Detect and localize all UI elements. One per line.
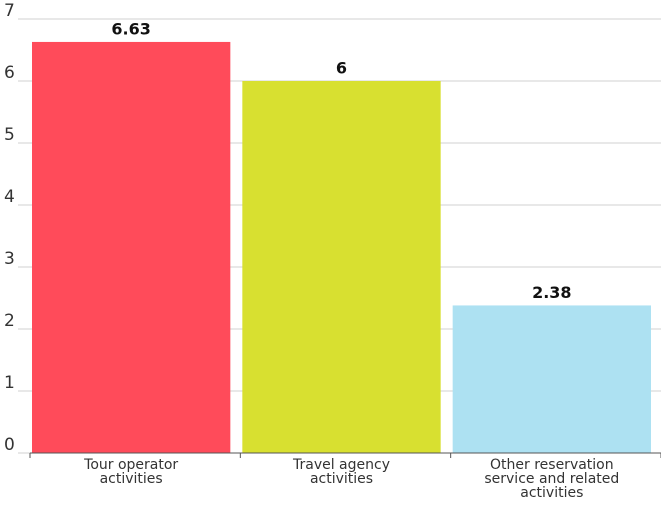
y-tick-label: 2 — [4, 311, 15, 331]
value-label: 2.38 — [532, 283, 571, 302]
x-tick-label: Travel agency activities — [292, 457, 390, 487]
bar — [242, 81, 441, 453]
y-tick-label: 3 — [4, 249, 15, 269]
y-tick-label: 1 — [4, 373, 15, 393]
bar — [32, 41, 231, 453]
y-tick-label: 5 — [4, 125, 15, 145]
y-tick-label: 7 — [4, 1, 15, 21]
y-tick-label: 6 — [4, 63, 15, 83]
x-tick-label: Other reservation service and related ac… — [484, 457, 620, 501]
y-tick-label: 4 — [4, 187, 15, 207]
x-tick-label: Tour operator activities — [84, 457, 179, 487]
bar — [452, 305, 651, 453]
y-tick-label: 0 — [4, 435, 15, 455]
value-label: 6.63 — [111, 19, 150, 38]
value-label: 6 — [336, 59, 347, 78]
